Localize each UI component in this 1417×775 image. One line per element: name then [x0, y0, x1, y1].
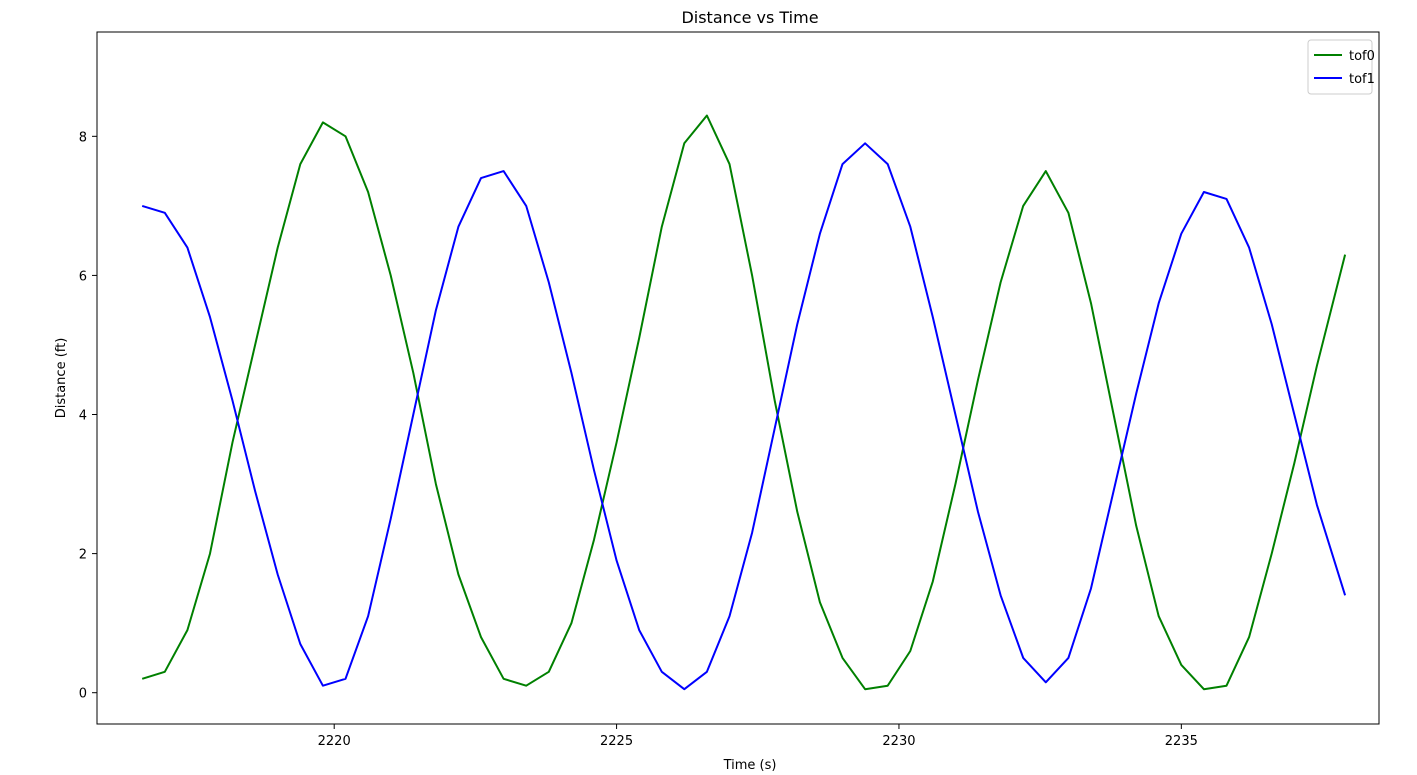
x-axis-ticks: 2220 2225 2230 2235: [318, 724, 1198, 749]
y-axis-ticks: 0 2 4 6 8: [79, 130, 97, 702]
legend-entry-tof0: tof0: [1349, 49, 1375, 64]
x-tick-label: 2220: [318, 734, 351, 749]
y-tick-label: 2: [79, 548, 87, 563]
legend-entry-tof1: tof1: [1349, 72, 1375, 87]
chart-title: Distance vs Time: [681, 8, 818, 27]
legend: tof0 tof1: [1307, 39, 1375, 95]
legend-box: [1307, 39, 1373, 95]
y-tick-label: 0: [79, 687, 87, 702]
x-tick-label: 2225: [600, 734, 633, 749]
x-tick-label: 2235: [1165, 734, 1198, 749]
y-tick-label: 8: [79, 130, 87, 145]
y-axis-label: Distance (ft): [54, 338, 69, 419]
y-tick-label: 4: [79, 409, 87, 424]
plot-frame: [96, 31, 1380, 725]
series-line-tof1: [141, 142, 1347, 691]
series-line-tof0: [141, 114, 1347, 691]
series-layer: [141, 114, 1347, 691]
y-tick-label: 6: [79, 269, 87, 284]
x-axis-label: Time (s): [723, 758, 777, 773]
x-tick-label: 2230: [882, 734, 915, 749]
